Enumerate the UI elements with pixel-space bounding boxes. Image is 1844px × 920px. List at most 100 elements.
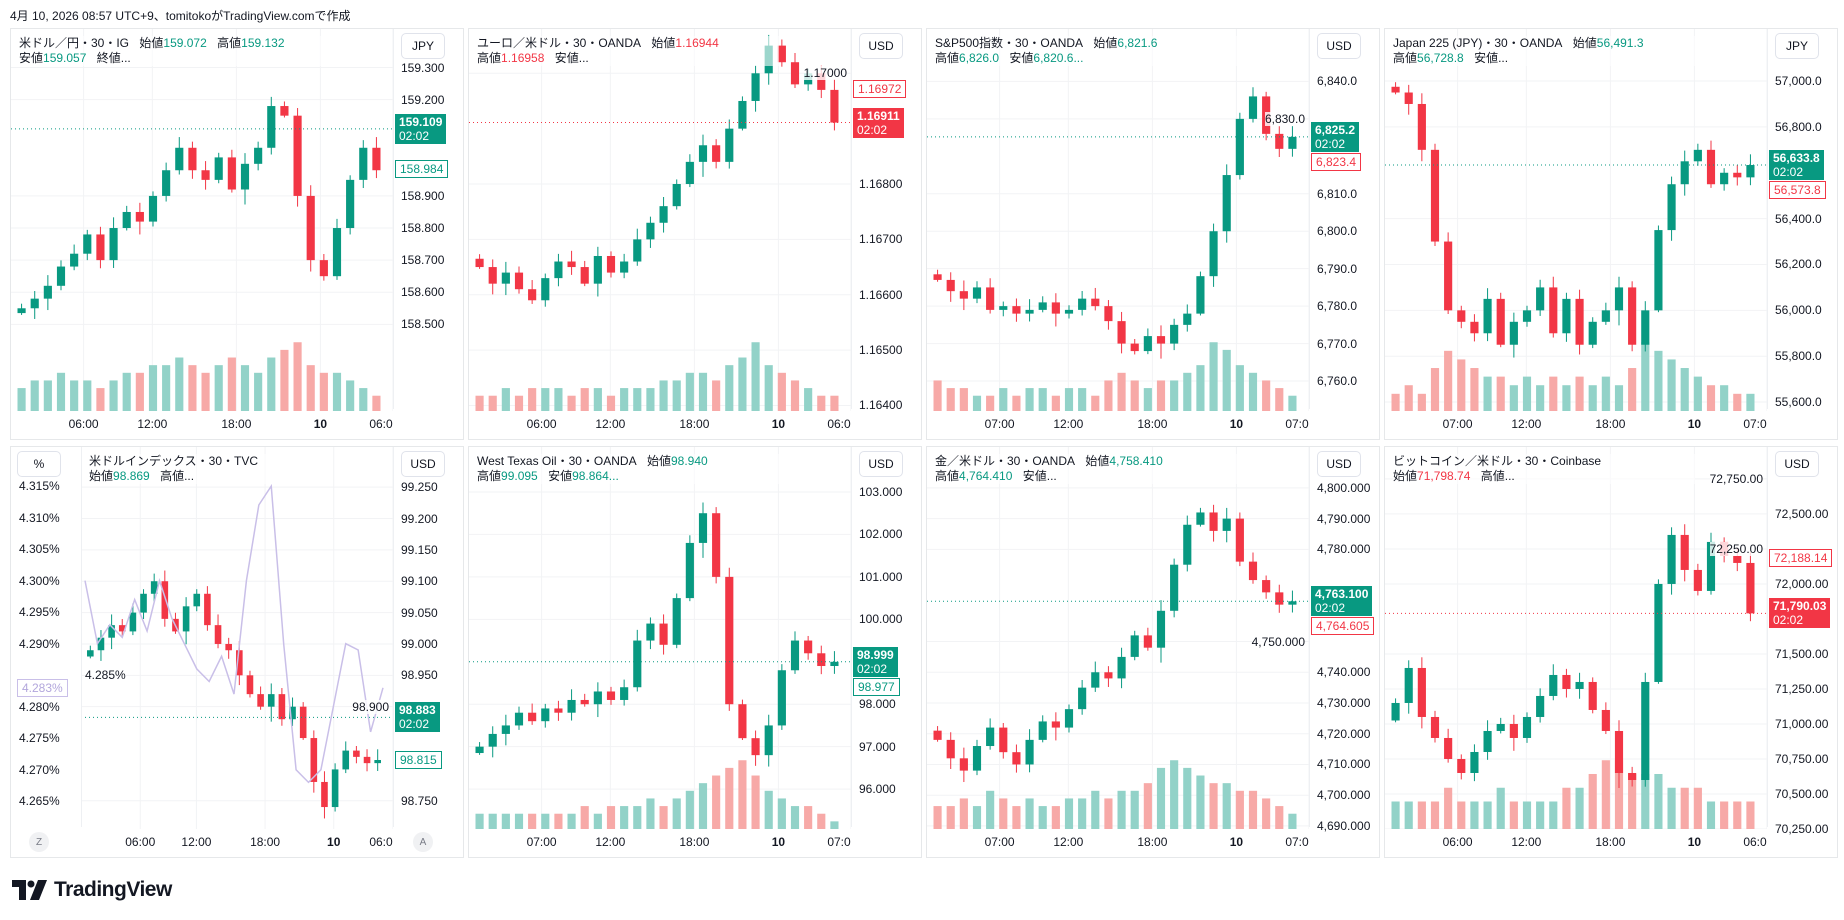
currency-button[interactable]: USD bbox=[1775, 451, 1819, 477]
chart-panel[interactable]: 159.300 159.200 158.900 158.800 158.700 158.6… bbox=[10, 28, 464, 440]
volume-bar bbox=[528, 388, 537, 411]
chart-legend[interactable]: West Texas Oil・30・OANDA 始値98.940 高値99.09… bbox=[477, 454, 779, 484]
symbol-title[interactable]: Japan 225 (JPY)・30・OANDA bbox=[1393, 36, 1563, 50]
price-axis-label: 158.800 bbox=[401, 221, 445, 236]
candle-body bbox=[999, 306, 1008, 310]
volume-bar bbox=[1746, 393, 1755, 411]
symbol-title[interactable]: ビットコイン／米ドル・30・Coinbase bbox=[1393, 454, 1602, 468]
candle-body bbox=[359, 147, 368, 180]
chart-panel[interactable]: 6,840.0 6,830.0 6,810.0 6,800.0 6,790.0 6,780… bbox=[926, 28, 1380, 440]
volume-bar bbox=[1248, 372, 1258, 411]
chart-legend[interactable]: 金／米ドル・30・OANDA 始値4,758.410 高値4,764.410 安… bbox=[935, 454, 1237, 484]
price-axis-label: 99.100 bbox=[401, 574, 438, 589]
volume-bar bbox=[1430, 801, 1440, 829]
volume-bar bbox=[1588, 773, 1597, 829]
candle-body bbox=[289, 706, 296, 720]
chart-panel[interactable]: 57,000.0 56,800.0 56,400.0 56,200.0 56,000.0… bbox=[1384, 28, 1838, 440]
price-marker-tag: 6,823.4 bbox=[1311, 152, 1362, 171]
chart-panel[interactable]: 72,750.00 72,500.00 72,250.00 72,000.00 71,5… bbox=[1384, 446, 1838, 858]
time-axis-label: 12:00 bbox=[595, 417, 626, 431]
candle-body bbox=[1143, 336, 1152, 352]
price-axis-label: 103.000 bbox=[859, 484, 903, 499]
time-axis-label: 12:00 bbox=[595, 835, 626, 849]
chart-panel[interactable]: 99.250 99.200 99.150 99.100 99.050 99.000 98.9… bbox=[10, 446, 464, 858]
volume-bar bbox=[1417, 801, 1426, 829]
candle-body bbox=[501, 725, 510, 734]
volume-bar bbox=[1275, 806, 1284, 829]
time-axis-label: 18:00 bbox=[679, 835, 710, 849]
currency-button[interactable]: USD bbox=[1317, 451, 1361, 477]
volume-bar bbox=[1417, 393, 1426, 411]
volume-bar bbox=[1117, 372, 1126, 411]
candle-body bbox=[764, 725, 773, 756]
volume-bar bbox=[986, 395, 995, 411]
candle-body bbox=[96, 234, 105, 261]
bar-countdown: 02:02 bbox=[857, 661, 888, 676]
last-price-value: 4,763.100 bbox=[1315, 587, 1369, 602]
chart-legend[interactable]: ビットコイン／米ドル・30・Coinbase 始値71,798.74 高値... bbox=[1393, 454, 1695, 484]
chart-legend[interactable]: 米ドル／円・30・IG 始値159.072 高値159.132 安値159.05… bbox=[19, 36, 321, 66]
chart-legend[interactable]: S&P500指数・30・OANDA 始値6,821.6 高値6,826.0 安値… bbox=[935, 36, 1237, 66]
chart-legend[interactable]: Japan 225 (JPY)・30・OANDA 始値56,491.3 高値56… bbox=[1393, 36, 1695, 66]
candle-body bbox=[646, 222, 655, 240]
candle-body bbox=[659, 623, 668, 645]
volume-bar bbox=[830, 821, 839, 829]
chart-legend[interactable]: ユーロ／米ドル・30・OANDA 始値1.16944 高値1.16958 安値.… bbox=[477, 36, 779, 66]
candle-body bbox=[236, 650, 243, 676]
candle-body bbox=[672, 184, 681, 207]
ohlc-label: 高値 bbox=[1393, 51, 1418, 65]
price-axis-label: 4,800.000 bbox=[1317, 480, 1371, 495]
volume-bar bbox=[83, 380, 92, 411]
price-axis-label: 55,600.0 bbox=[1775, 395, 1822, 410]
volume-bar bbox=[1404, 801, 1413, 829]
ohlc-value: 56,491.3 bbox=[1596, 36, 1644, 50]
candle-body bbox=[1078, 687, 1087, 710]
candle-body bbox=[554, 261, 563, 279]
currency-button[interactable]: USD bbox=[1317, 33, 1361, 59]
candle-body bbox=[1275, 592, 1284, 605]
volume-bar bbox=[1078, 798, 1087, 829]
auto-scale-button[interactable]: A bbox=[413, 832, 433, 852]
tradingview-logo[interactable]: TradingView bbox=[12, 878, 172, 902]
volume-bar bbox=[1746, 801, 1755, 829]
time-axis-label: 07:0 bbox=[1285, 417, 1309, 431]
volume-bar bbox=[946, 388, 955, 411]
chart-panel[interactable]: 1.17000 1.16800 1.16700 1.16600 1.16500 1.164… bbox=[468, 28, 922, 440]
chart-panel[interactable]: 103.000 102.000 101.000 100.000 98.000 97.000… bbox=[468, 446, 922, 858]
candle-body bbox=[1209, 512, 1218, 531]
currency-button[interactable]: USD bbox=[859, 451, 903, 477]
ohlc-field: 始値4,758.410 bbox=[1085, 454, 1169, 468]
last-price-tag: 4,763.100 02:02 bbox=[1311, 586, 1373, 617]
symbol-title[interactable]: 金／米ドル・30・OANDA bbox=[935, 454, 1076, 468]
time-axis-label: 18:00 bbox=[250, 835, 281, 849]
left-axis-unit-button[interactable]: % bbox=[17, 451, 61, 477]
volume-bar bbox=[1509, 801, 1518, 829]
volume-bar bbox=[1183, 767, 1192, 829]
volume-bar bbox=[319, 372, 328, 411]
symbol-title[interactable]: S&P500指数・30・OANDA bbox=[935, 36, 1084, 50]
symbol-title[interactable]: 米ドル／円・30・IG bbox=[19, 36, 130, 50]
zoom-reset-button[interactable]: Z bbox=[29, 832, 49, 852]
volume-bar bbox=[672, 798, 681, 829]
currency-button[interactable]: JPY bbox=[1775, 33, 1819, 59]
volume-bar bbox=[1196, 775, 1205, 829]
candle-body bbox=[1562, 674, 1571, 689]
volume-bar bbox=[488, 395, 497, 411]
symbol-title[interactable]: 米ドルインデックス・30・TVC bbox=[89, 454, 258, 468]
candle-body bbox=[1209, 231, 1218, 277]
ohlc-field: 安値6,820.6... bbox=[1009, 51, 1090, 65]
currency-button[interactable]: JPY bbox=[401, 33, 445, 59]
price-axis-border bbox=[1309, 29, 1310, 409]
volume-bar bbox=[1680, 368, 1689, 411]
symbol-title[interactable]: ユーロ／米ドル・30・OANDA bbox=[477, 36, 642, 50]
price-axis-label: 4,750.000 bbox=[1251, 634, 1305, 649]
currency-button[interactable]: USD bbox=[401, 451, 445, 477]
volume-bar bbox=[1051, 806, 1060, 829]
volume-bar bbox=[972, 395, 982, 411]
chart-legend[interactable]: 米ドルインデックス・30・TVC 始値98.869 高値... bbox=[89, 454, 321, 484]
symbol-title[interactable]: West Texas Oil・30・OANDA bbox=[477, 454, 637, 468]
volume-bar bbox=[1667, 787, 1676, 829]
candle-body bbox=[830, 661, 839, 667]
chart-panel[interactable]: 4,800.000 4,790.000 4,780.000 4,750.000 4,74… bbox=[926, 446, 1380, 858]
currency-button[interactable]: USD bbox=[859, 33, 903, 59]
